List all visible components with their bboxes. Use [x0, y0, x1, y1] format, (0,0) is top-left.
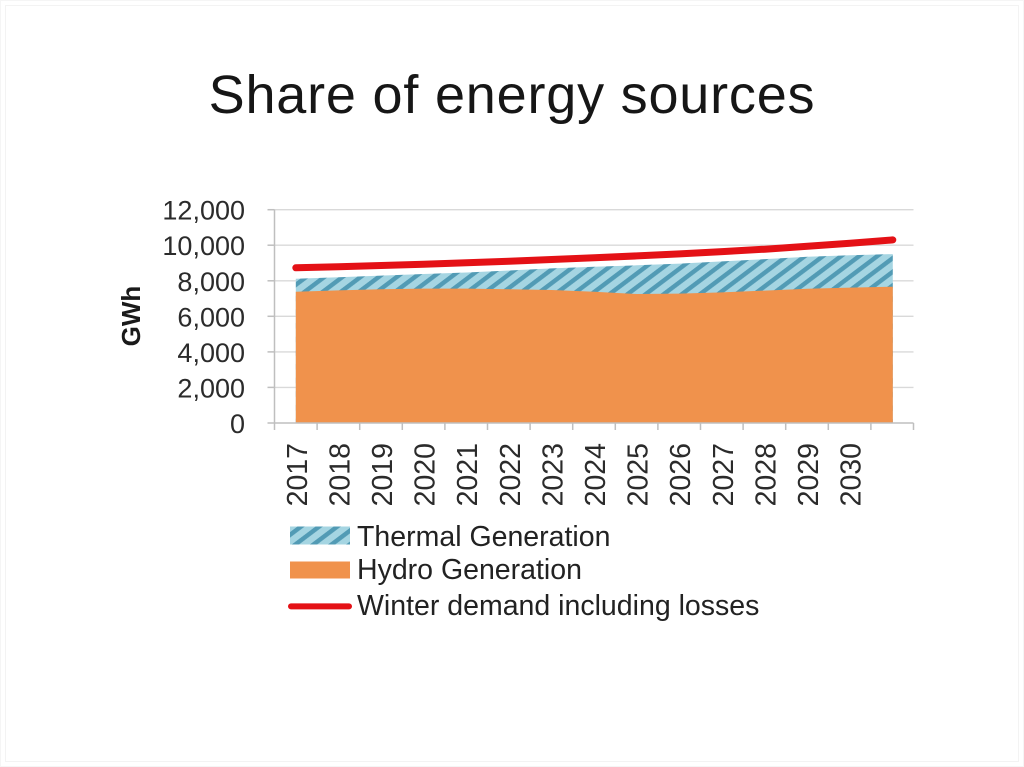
svg-text:2021: 2021	[452, 443, 484, 506]
svg-text:2028: 2028	[750, 443, 782, 506]
svg-text:2025: 2025	[623, 443, 655, 506]
svg-text:2027: 2027	[708, 443, 740, 506]
svg-text:10,000: 10,000	[162, 231, 245, 261]
svg-text:2029: 2029	[793, 443, 825, 506]
svg-text:2020: 2020	[410, 443, 442, 506]
svg-text:Hydro Generation: Hydro Generation	[357, 554, 582, 586]
svg-text:0: 0	[230, 409, 245, 439]
svg-text:2026: 2026	[665, 443, 697, 506]
svg-text:2030: 2030	[836, 443, 868, 506]
svg-text:12,000: 12,000	[162, 196, 245, 226]
svg-text:2022: 2022	[495, 443, 527, 506]
svg-text:Winter demand including losses: Winter demand including losses	[357, 590, 759, 622]
svg-text:2024: 2024	[580, 443, 612, 507]
svg-text:2023: 2023	[537, 443, 569, 506]
svg-text:2,000: 2,000	[177, 373, 245, 403]
svg-text:Thermal Generation: Thermal Generation	[357, 521, 610, 553]
svg-text:8,000: 8,000	[177, 267, 245, 297]
svg-text:2018: 2018	[324, 443, 356, 506]
svg-text:2017: 2017	[282, 443, 314, 506]
svg-text:GWh: GWh	[116, 286, 146, 347]
svg-text:6,000: 6,000	[177, 302, 245, 332]
svg-text:2019: 2019	[367, 443, 399, 506]
svg-text:4,000: 4,000	[177, 338, 245, 368]
